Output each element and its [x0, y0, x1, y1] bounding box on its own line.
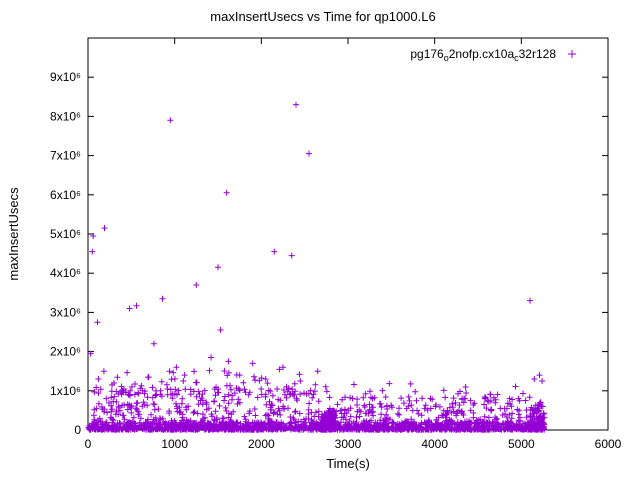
- x-tick-label: 2000: [248, 437, 275, 451]
- x-tick-label: 0: [85, 437, 92, 451]
- plot-border: [87, 37, 609, 431]
- y-tick-label: 2x10⁶: [50, 345, 81, 359]
- y-tick-label: 9x10⁶: [50, 70, 81, 84]
- data-points-group: [85, 101, 548, 433]
- y-tick-label: 0: [74, 423, 81, 437]
- x-tick-label: 6000: [595, 437, 622, 451]
- y-tick-label: 6x10⁶: [50, 188, 81, 202]
- legend-marker-icon: [568, 50, 576, 58]
- axis-ticks: 0 1000 2000 3000 4000 5000 6000 0 1x10⁶ 2x10⁶ 3x10…: [50, 38, 622, 451]
- x-tick-label: 5000: [508, 437, 535, 451]
- x-tick-label: 1000: [161, 437, 188, 451]
- y-tick-label: 8x10⁶: [50, 109, 81, 123]
- x-tick-label: 3000: [335, 437, 362, 451]
- data-points: [85, 101, 548, 433]
- y-tick-label: 1x10⁶: [50, 384, 81, 398]
- y-tick-label: 5x10⁶: [50, 227, 81, 241]
- y-tick-label: 7x10⁶: [50, 149, 81, 163]
- y-tick-label: 4x10⁶: [50, 266, 81, 280]
- x-axis-label: Time(s): [326, 456, 370, 471]
- x-tick-label: 4000: [421, 437, 448, 451]
- y-tick-label: 3x10⁶: [50, 305, 81, 319]
- legend: pg176o2nofp.cx10ac32r128: [410, 47, 576, 63]
- y-axis-label: maxInsertUsecs: [6, 187, 21, 281]
- legend-label: pg176o2nofp.cx10ac32r128: [410, 47, 556, 63]
- chart-title: maxInsertUsecs vs Time for qp1000.L6: [210, 9, 435, 24]
